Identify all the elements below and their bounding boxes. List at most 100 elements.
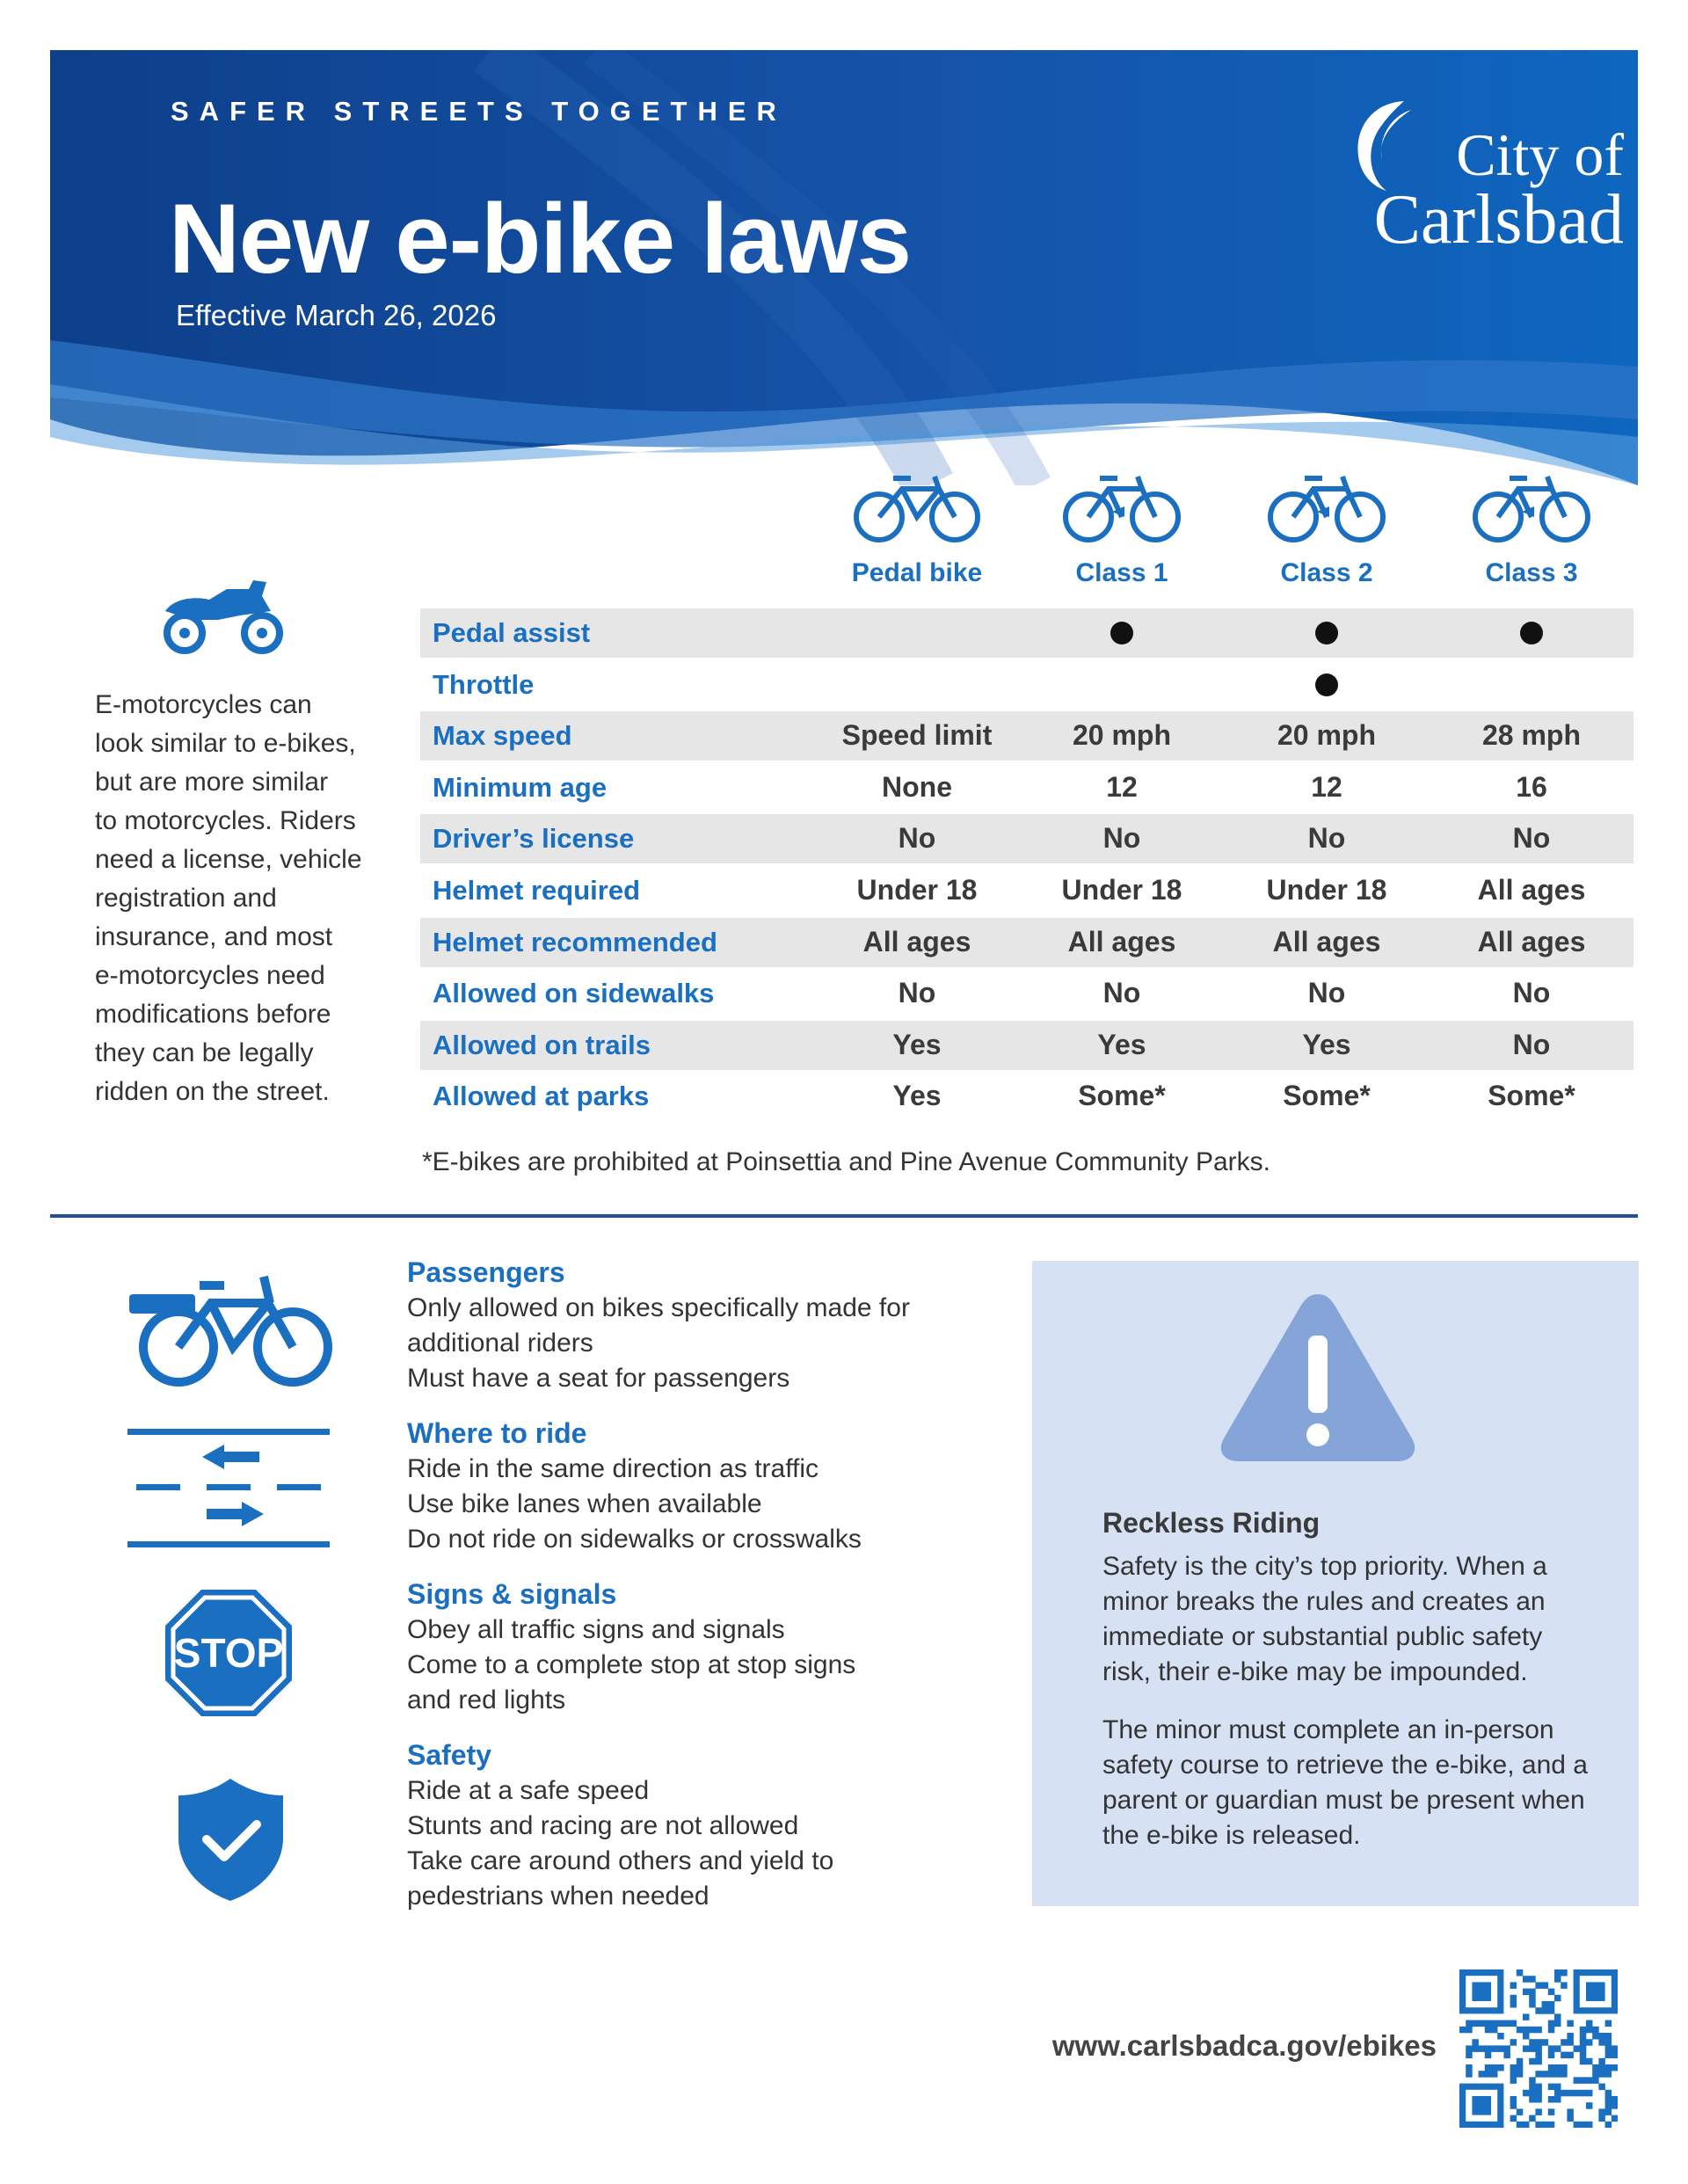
traffic-direction-icon — [127, 1429, 330, 1547]
city-logo: City of Carlsbad — [1307, 85, 1624, 258]
motorcycle-note-line: e-motorcycles need — [95, 961, 325, 990]
motorcycle-note-line: need a license, vehicle — [95, 845, 362, 874]
row-label: Helmet required — [433, 875, 641, 906]
rule-title: Where to ride — [407, 1417, 587, 1449]
class3-ebike-icon — [1430, 464, 1633, 543]
effective-date: Effective March 26, 2026 — [176, 299, 497, 331]
motorcycle-note-line: registration and — [95, 884, 277, 913]
table-cell: No — [1102, 977, 1141, 1008]
row-label: Allowed on trails — [433, 1030, 651, 1060]
rule-title: Safety — [407, 1739, 492, 1771]
rule-line: Obey all traffic signs and signals — [407, 1615, 785, 1644]
row-label: Throttle — [433, 669, 535, 700]
column-header-pedal-bike: Pedal bike — [851, 558, 983, 587]
passenger-bike-icon — [129, 1275, 332, 1387]
rule-line: Ride at a safe speed — [407, 1776, 650, 1805]
table-row: Allowed on trails Yes Yes Yes No — [420, 1021, 1633, 1070]
rule-line: Stunts and racing are not allowed — [407, 1811, 799, 1840]
rule-line: Come to a complete stop at stop signs — [407, 1650, 856, 1679]
warning-icon — [1220, 1294, 1415, 1461]
rule-line: Do not ride on sidewalks or crosswalks — [407, 1525, 862, 1554]
pedal-bike-icon — [816, 464, 1018, 543]
website-link[interactable]: www.carlsbadca.gov/ebikes — [1051, 2029, 1437, 2062]
rule-safety: Safety Ride at a safe speed Stunts and r… — [407, 1736, 1005, 1914]
column-header-class-3: Class 3 — [1485, 558, 1578, 587]
motorcycle-note-line: E-motorcycles can — [95, 690, 312, 719]
table-cell: Speed limit — [841, 719, 993, 751]
table-cell: Some* — [1488, 1080, 1575, 1111]
rule-line: Ride in the same direction as traffic — [407, 1454, 819, 1483]
rule-line: additional riders — [407, 1329, 593, 1358]
rule-title: Passengers — [407, 1256, 565, 1288]
class2-ebike-icon — [1226, 464, 1428, 543]
motorcycle-note-line: to motorcycles. Riders — [95, 806, 356, 835]
rule-title: Signs & signals — [407, 1578, 617, 1610]
table-cell: All ages — [1477, 874, 1586, 906]
class1-ebike-icon — [1021, 464, 1223, 543]
table-cell: Yes — [1302, 1029, 1351, 1060]
table-row: Helmet required Under 18 Under 18 Under 18 A… — [420, 866, 1633, 915]
page-title: New e-bike laws — [169, 184, 912, 294]
row-label: Helmet recommended — [433, 927, 717, 957]
logo-text-carlsbad: Carlsbad — [1373, 181, 1624, 258]
table-cell: No — [1307, 822, 1346, 854]
table-row: Minimum age None 12 12 16 — [420, 763, 1633, 812]
table-cell: All ages — [1272, 926, 1381, 957]
motorcycle-note-line: but are more similar — [95, 768, 329, 797]
rule-line: and red lights — [407, 1685, 566, 1714]
row-label: Max speed — [433, 720, 572, 751]
row-label: Allowed on sidewalks — [433, 978, 715, 1008]
row-label: Pedal assist — [433, 617, 591, 648]
motorcycle-note-line: look similar to e-bikes, — [95, 729, 356, 758]
table-cell: Yes — [892, 1029, 942, 1060]
table-row: Driver’s license No No No No — [420, 814, 1633, 863]
column-header-class-1: Class 1 — [1075, 558, 1168, 587]
table-cell: No — [1512, 977, 1551, 1008]
feature-dot — [1110, 622, 1133, 644]
table-row: Allowed at parks Yes Some* Some* Some* — [420, 1072, 1633, 1121]
reckless-riding-paragraph: The minor must complete an in-person saf… — [1102, 1715, 1588, 1850]
tagline: SAFER STREETS TOGETHER — [171, 96, 787, 127]
header-banner: SAFER STREETS TOGETHER New e-bike laws E… — [50, 50, 1638, 485]
row-label: Driver’s license — [433, 823, 635, 854]
table-footnote: *E-bikes are prohibited at Poinsettia an… — [422, 1147, 1270, 1176]
header-wave-background — [50, 50, 1638, 485]
table-cell: Under 18 — [1061, 874, 1182, 906]
logo-swoosh-icon — [1357, 101, 1411, 191]
table-cell: All ages — [1067, 926, 1176, 957]
row-label: Minimum age — [433, 772, 608, 803]
table-cell: 20 mph — [1072, 719, 1172, 751]
rule-where-to-ride: Where to ride Ride in the same direction… — [407, 1415, 1005, 1557]
table-cell: No — [1512, 1029, 1551, 1060]
table-cell: 20 mph — [1277, 719, 1377, 751]
rule-line: Use bike lanes when available — [407, 1489, 762, 1518]
reckless-riding-box: Reckless Riding Safety is the city’s top… — [1032, 1261, 1639, 1906]
feature-dot — [1315, 622, 1338, 644]
motorcycle-note-line: modifications before — [95, 1000, 331, 1029]
motorcycle-note: E-motorcycles can look similar to e-bike… — [95, 686, 376, 1111]
feature-dot — [1315, 673, 1338, 696]
rule-line: pedestrians when needed — [407, 1882, 709, 1911]
rule-line: Must have a seat for passengers — [407, 1364, 790, 1393]
rule-passengers: Passengers Only allowed on bikes specifi… — [407, 1254, 1005, 1396]
table-cell: Some* — [1283, 1080, 1371, 1111]
table-cell: Under 18 — [1266, 874, 1387, 906]
table-cell: 12 — [1106, 771, 1138, 803]
table-row: Max speed Speed limit 20 mph 20 mph 28 mph — [420, 711, 1633, 761]
qr-code[interactable] — [1459, 1969, 1618, 2128]
table-cell: No — [1307, 977, 1346, 1008]
table-row: Helmet recommended All ages All ages All ag… — [420, 918, 1633, 967]
table-cell: 12 — [1311, 771, 1342, 803]
rule-signs-signals: Signs & signals Obey all traffic signs a… — [407, 1576, 1005, 1718]
table-row: Allowed on sidewalks No No No No — [420, 969, 1633, 1018]
table-cell: No — [898, 977, 936, 1008]
table-cell: Yes — [1097, 1029, 1146, 1060]
table-cell: Under 18 — [856, 874, 978, 906]
table-cell: None — [882, 771, 952, 803]
motorcycle-note-line: insurance, and most — [95, 922, 333, 951]
reckless-riding-title: Reckless Riding — [1102, 1507, 1321, 1539]
stop-sign-icon: STOP — [165, 1590, 292, 1716]
rule-line: Only allowed on bikes specifically made … — [407, 1293, 910, 1322]
table-row: Pedal assist — [420, 608, 1633, 658]
table-cell: All ages — [1477, 926, 1586, 957]
